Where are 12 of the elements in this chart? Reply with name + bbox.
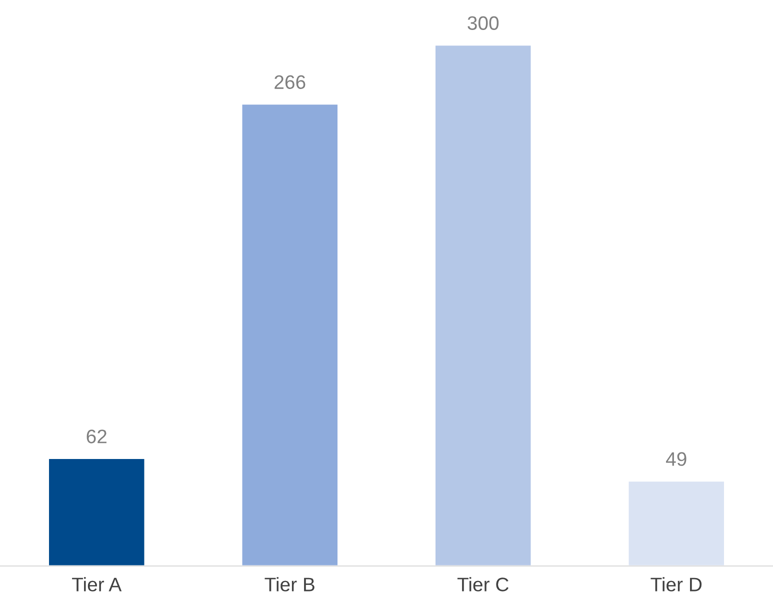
bar bbox=[434, 44, 532, 566]
x-tick-label: Tier D bbox=[650, 577, 702, 592]
data-label: 300 bbox=[468, 16, 499, 30]
data-label: 49 bbox=[666, 452, 686, 466]
data-label: 266 bbox=[274, 75, 306, 90]
bar bbox=[48, 458, 146, 566]
x-tick-label: Tier A bbox=[72, 577, 122, 592]
x-tick-label: Tier B bbox=[264, 577, 314, 592]
data-label: 62 bbox=[86, 430, 106, 444]
bar bbox=[240, 103, 339, 566]
x-tick-label: Tier C bbox=[457, 577, 508, 592]
bar bbox=[627, 480, 726, 566]
